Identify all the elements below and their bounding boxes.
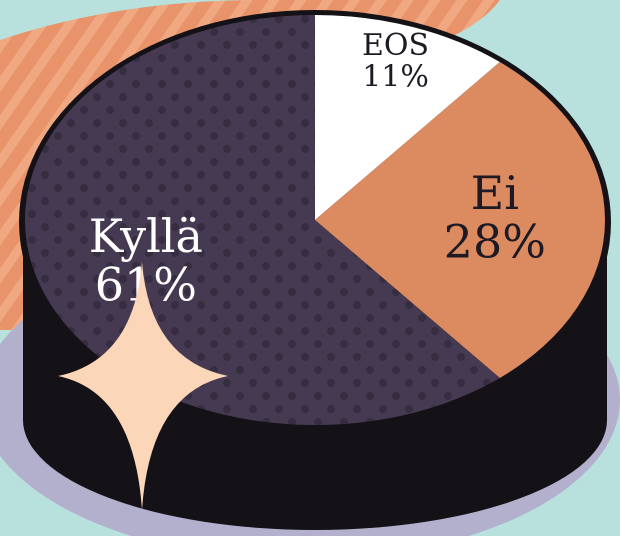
slice-label: EOS: [362, 28, 429, 63]
value-label: 28%: [444, 214, 546, 268]
slice-label: Ei: [471, 166, 519, 220]
value-label: 11%: [362, 59, 429, 94]
slice-label: Kyllä: [89, 209, 203, 263]
page: Kyllä61%Ei28%EOS11% (() => { const data …: [0, 0, 620, 536]
chart: Kyllä61%Ei28%EOS11%: [0, 0, 620, 536]
